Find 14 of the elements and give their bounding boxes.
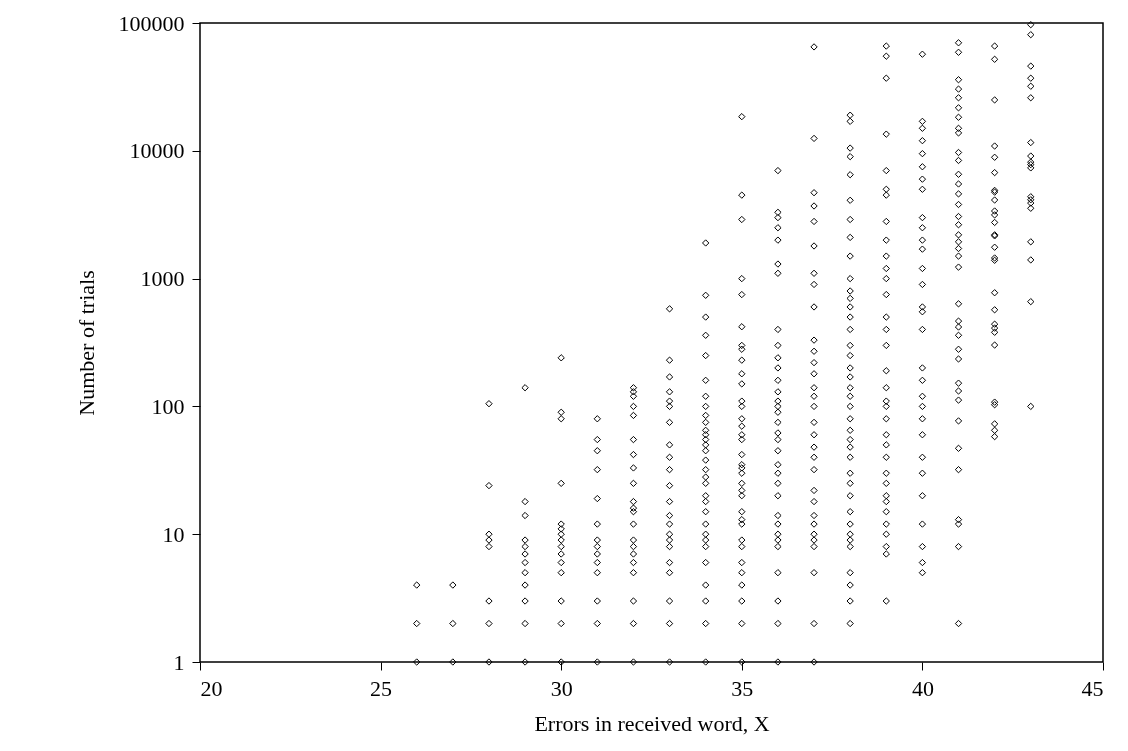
x-axis-title: Errors in received word, X bbox=[534, 710, 770, 736]
x-tick-label: 30 bbox=[550, 675, 573, 701]
x-tick-label: 45 bbox=[1081, 675, 1104, 701]
x-tick-label: 20 bbox=[200, 675, 223, 701]
y-tick-label: 1 bbox=[173, 649, 185, 675]
y-tick-label: 1000 bbox=[140, 266, 185, 292]
y-tick-label: 100 bbox=[151, 393, 185, 419]
x-tick-label: 35 bbox=[731, 675, 754, 701]
y-axis-title: Number of trials bbox=[73, 270, 99, 416]
y-tick-label: 10000 bbox=[129, 138, 185, 164]
x-tick-label: 25 bbox=[370, 675, 393, 701]
y-tick-label: 100000 bbox=[118, 10, 185, 36]
y-tick-label: 10 bbox=[162, 521, 185, 547]
x-tick-label: 40 bbox=[911, 675, 934, 701]
